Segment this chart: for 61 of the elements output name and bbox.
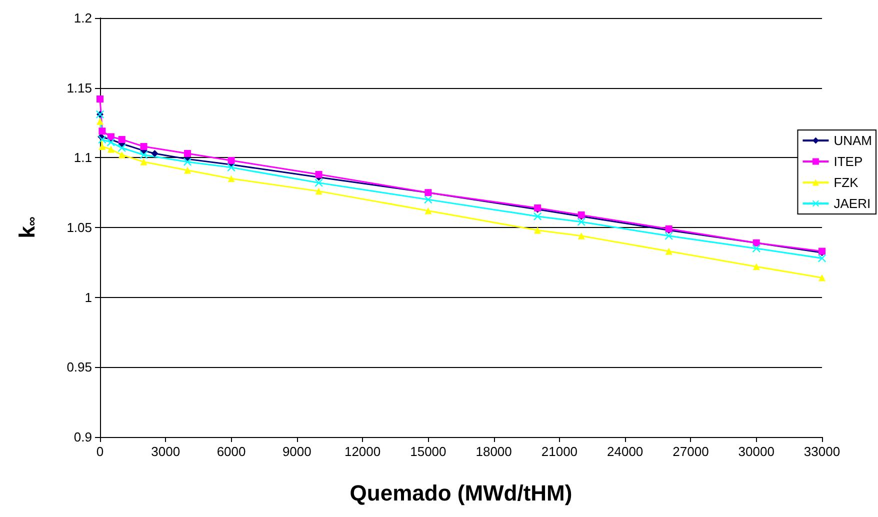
legend-label: FZK	[834, 175, 859, 190]
point	[140, 150, 148, 159]
point	[578, 232, 585, 240]
legend-label: ITEP	[834, 154, 863, 169]
legend-label: UNAM	[834, 133, 872, 148]
y-tick-label: 0.95	[66, 360, 92, 375]
point	[107, 133, 114, 140]
x-tick-label: 24000	[607, 444, 644, 459]
point	[665, 248, 672, 255]
point	[818, 254, 826, 262]
point	[118, 144, 126, 152]
legend-label: JAERI	[834, 196, 871, 211]
y-axis-title: k∞	[14, 216, 40, 238]
x-tick-label: 27000	[672, 444, 709, 459]
y-tick-label: 1.1	[74, 150, 92, 166]
x-tick-label: 18000	[476, 444, 512, 459]
point	[140, 142, 148, 150]
point	[151, 150, 158, 157]
point	[534, 226, 542, 234]
point	[96, 118, 104, 125]
x-tick-label: 0	[96, 444, 104, 459]
y-tick-label: 0.9	[74, 430, 92, 444]
point	[424, 207, 432, 214]
point	[107, 146, 114, 153]
point	[577, 218, 586, 226]
point	[314, 178, 323, 187]
point	[184, 150, 192, 157]
point	[424, 196, 432, 204]
point	[664, 232, 673, 240]
point	[227, 163, 236, 172]
point	[228, 175, 235, 182]
point	[315, 170, 322, 178]
point	[752, 244, 760, 252]
point	[96, 96, 104, 103]
x-tick-label: 15000	[410, 444, 446, 459]
y-tick-label: 1.15	[66, 80, 92, 96]
y-tick-label: 1.2	[74, 10, 92, 26]
x-tick-label: 9000	[282, 444, 312, 459]
point	[184, 158, 192, 166]
point	[98, 136, 106, 144]
x-tick-label: 30000	[738, 444, 774, 459]
point	[752, 263, 760, 270]
point	[184, 166, 192, 174]
point	[98, 128, 106, 135]
x-tick-label: 33000	[804, 444, 840, 459]
point	[534, 212, 542, 220]
point	[106, 138, 115, 146]
x-tick-label: 6000	[216, 444, 246, 459]
point	[140, 158, 148, 166]
x-tick-label: 21000	[541, 444, 578, 459]
x-axis-title: Quemado (MWd/tHM)	[350, 480, 572, 506]
point	[118, 136, 126, 144]
x-tick-label: 12000	[344, 444, 381, 459]
point	[315, 188, 322, 195]
x-tick-label: 3000	[151, 444, 180, 459]
point	[98, 142, 106, 150]
point	[818, 274, 826, 282]
y-tick-label: 1.05	[66, 220, 92, 235]
y-tick-label: 1	[84, 290, 92, 305]
point	[118, 151, 126, 158]
point	[228, 156, 235, 164]
